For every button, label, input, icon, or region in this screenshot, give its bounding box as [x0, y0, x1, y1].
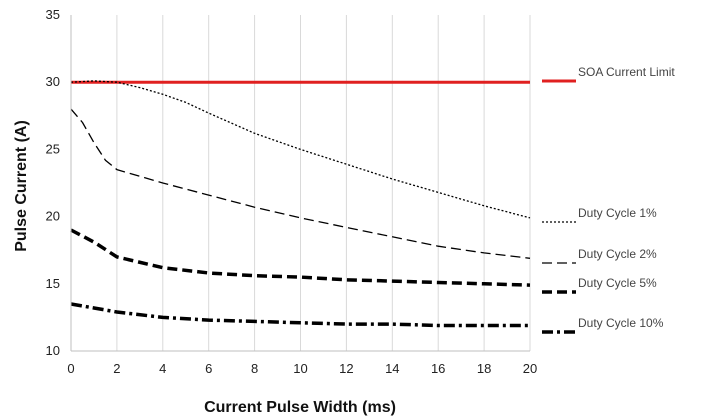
series-line-3	[70, 108, 531, 259]
x-axis-title: Current Pulse Width (ms)	[204, 399, 396, 416]
x-tick-labels: 0 2 4 6 8 10 12 14 16 18 20	[67, 361, 537, 376]
y-tick-label: 25	[46, 141, 60, 156]
y-tick-label: 15	[46, 276, 60, 291]
y-tick-label: 20	[46, 209, 60, 224]
y-tick-label: 10	[46, 343, 60, 358]
y-tick-label: 30	[46, 74, 60, 89]
series-line-2	[70, 80, 531, 219]
legend-label-5: Duty Cycle 10%	[578, 316, 664, 330]
legend: SOA Current Limit Duty Cycle 1% Duty Cycle…	[542, 65, 675, 334]
series-lines	[70, 80, 531, 328]
series-line-4	[70, 228, 531, 287]
x-tick-label: 10	[293, 361, 307, 376]
y-tick-labels: 10 15 20 25 30 35	[46, 7, 60, 358]
x-tick-label: 20	[523, 361, 537, 376]
legend-label-1: SOA Current Limit	[578, 65, 675, 79]
legend-label-4: Duty Cycle 5%	[578, 276, 657, 290]
y-tick-label: 35	[46, 7, 60, 22]
x-tick-label: 2	[113, 361, 120, 376]
x-tick-label: 12	[339, 361, 353, 376]
legend-label-2: Duty Cycle 1%	[578, 206, 657, 220]
x-tick-label: 8	[251, 361, 258, 376]
x-tick-label: 6	[205, 361, 212, 376]
series-line-5	[70, 302, 530, 328]
x-tick-label: 16	[431, 361, 445, 376]
y-axis-title: Pulse Current (A)	[13, 120, 30, 252]
x-tick-label: 4	[159, 361, 166, 376]
x-tick-label: 14	[385, 361, 399, 376]
x-tick-label: 18	[477, 361, 491, 376]
x-tick-label: 0	[67, 361, 74, 376]
vertical-gridlines	[116, 15, 531, 351]
legend-label-3: Duty Cycle 2%	[578, 247, 657, 261]
